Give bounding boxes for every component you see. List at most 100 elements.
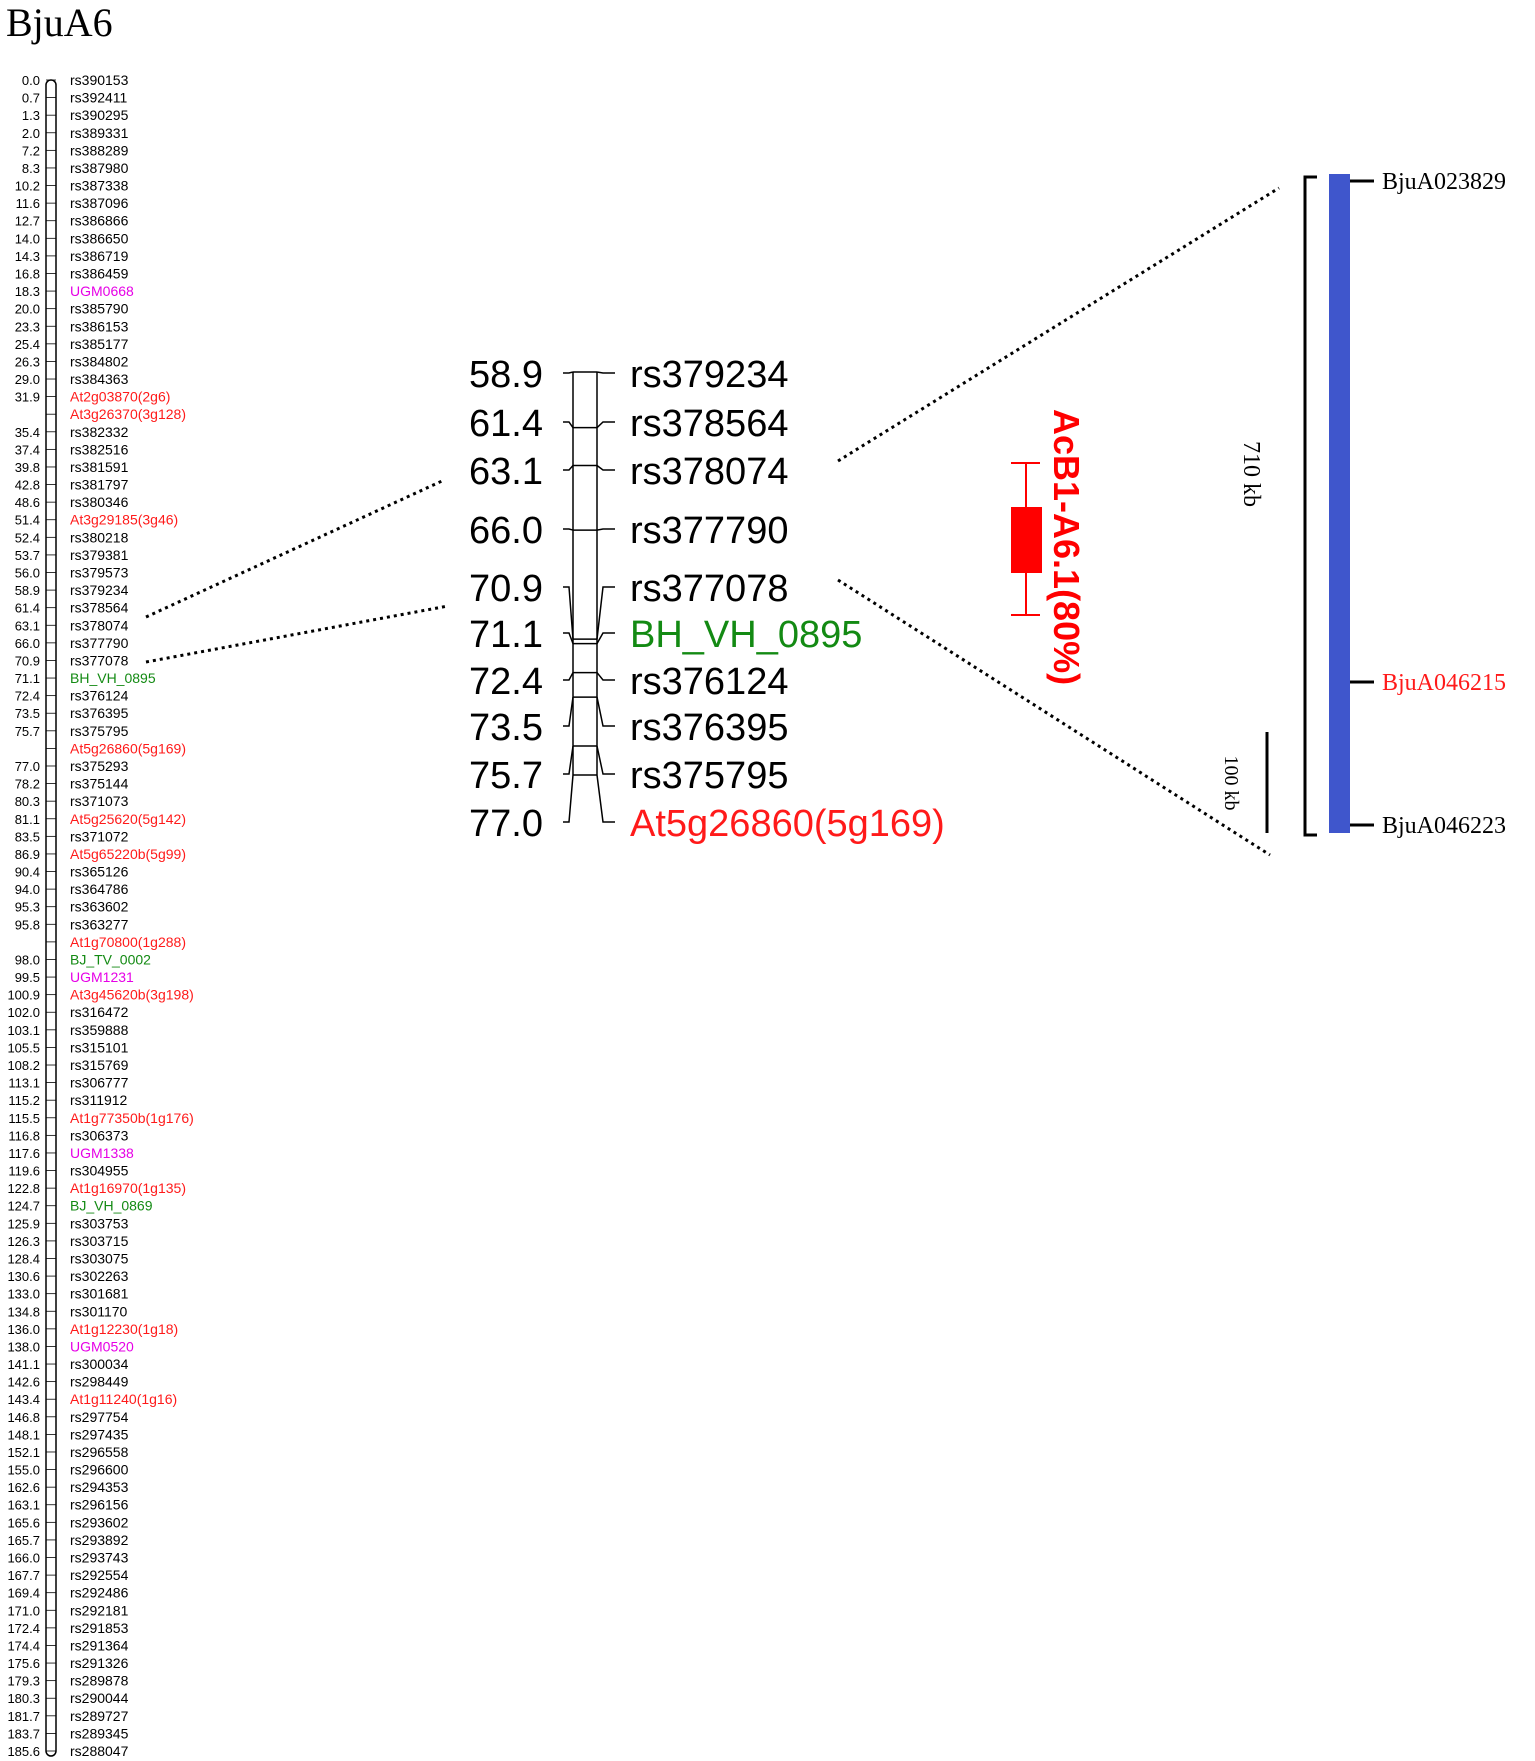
full-map-position: 0.7: [22, 91, 40, 106]
zoom-position: 72.4: [469, 661, 543, 703]
full-map-position: 86.9: [15, 847, 40, 862]
full-map-position: 124.7: [7, 1199, 40, 1214]
zoom-marker: rs376124: [630, 661, 788, 703]
full-map-position: 141.1: [7, 1357, 40, 1372]
full-map-marker: rs375795: [70, 723, 129, 739]
full-map-position: 90.4: [15, 865, 40, 880]
full-map-position: 0.0: [22, 73, 40, 88]
zoom-position: 63.1: [469, 451, 543, 493]
full-map-marker: rs300034: [70, 1356, 129, 1372]
full-map-marker: rs289345: [70, 1725, 129, 1741]
full-map-position: 143.4: [7, 1392, 40, 1407]
zoom-position: 61.4: [469, 403, 543, 445]
full-map-position: 103.1: [7, 1023, 40, 1038]
full-map-position: 26.3: [15, 354, 40, 369]
full-map-position: 181.7: [7, 1709, 40, 1724]
chromosome-title: BjuA6: [6, 0, 113, 45]
full-map-position: 95.3: [15, 900, 40, 915]
zoom-position: 77.0: [469, 803, 543, 845]
full-map-position: 81.1: [15, 812, 40, 827]
full-map-marker: rs359888: [70, 1022, 129, 1038]
zoom-left-leader: [563, 371, 574, 374]
full-map-marker: rs386650: [70, 230, 129, 246]
full-map-position: 18.3: [15, 284, 40, 299]
full-map-marker: rs379573: [70, 565, 129, 581]
full-map-marker: BJ_VH_0869: [70, 1198, 153, 1214]
zoomed-map-ticks: [563, 371, 615, 823]
qtl-interval: AcB1-A6.1(80%): [1011, 409, 1087, 685]
full-map-marker: rs297435: [70, 1426, 129, 1442]
full-map-marker: rs387980: [70, 160, 129, 176]
full-map-position: 14.0: [15, 231, 40, 246]
full-map-position: 12.7: [15, 214, 40, 229]
full-map-marker: rs301170: [70, 1303, 128, 1319]
full-map-marker: rs306373: [70, 1127, 129, 1143]
full-map-marker: rs365126: [70, 864, 129, 880]
gene-labels: BjuA023829 BjuA046215 BjuA046223: [1350, 169, 1506, 839]
full-map-marker: rs381797: [70, 477, 129, 493]
zoom-right-leader: [596, 421, 615, 429]
full-map-marker: rs297754: [70, 1409, 129, 1425]
full-linkage-map: 0.0 0.7 1.3 2.0 7.2 8.3 10.2 11.6 12.7 14.0 14.3 16…: [7, 72, 193, 1759]
full-map-position: 11.6: [16, 196, 40, 211]
zoom-position: 71.1: [469, 614, 543, 656]
full-map-marker: rs293602: [70, 1514, 129, 1530]
full-map-position: 98.0: [15, 952, 40, 967]
full-map-position: 134.8: [7, 1304, 40, 1319]
full-map-marker: rs388289: [70, 142, 129, 158]
full-map-marker: rs292181: [70, 1602, 129, 1618]
full-map-position: 14.3: [15, 249, 40, 264]
full-map-position: 78.2: [15, 777, 40, 792]
full-map-marker: rs384802: [70, 353, 129, 369]
full-map-position: 185.6: [7, 1744, 40, 1759]
zoom-left-leader: [563, 528, 574, 531]
full-map-marker: rs387096: [70, 195, 129, 211]
full-map-marker: rs293892: [70, 1532, 129, 1548]
full-map-marker: rs315101: [70, 1039, 129, 1055]
gene-label: BjuA023829: [1382, 169, 1506, 195]
full-map-position: 113.1: [8, 1076, 40, 1091]
full-map-position: 25.4: [15, 337, 40, 352]
full-map-position: 7.2: [22, 143, 40, 158]
full-map-marker: rs291853: [70, 1620, 129, 1636]
full-map-position: 115.5: [8, 1111, 40, 1126]
zoom-right-leader: [596, 774, 615, 823]
gene-label: BjuA046215: [1382, 670, 1506, 696]
full-map-marker: rs301681: [70, 1286, 129, 1302]
full-map-position: 175.6: [7, 1656, 40, 1671]
zoom-marker: rs376395: [630, 707, 788, 749]
full-map-marker: rs375144: [70, 776, 129, 792]
zoom-left-leader: [563, 632, 574, 644]
zoom-right-leader: [596, 672, 615, 681]
zoom-marker: rs379234: [630, 354, 788, 396]
zoom-position: 70.9: [469, 568, 543, 610]
full-map-position: 29.0: [15, 372, 40, 387]
full-map-marker: rs378564: [70, 600, 129, 616]
full-map-marker: At1g11240(1g16): [70, 1391, 177, 1407]
full-map-marker: rs387338: [70, 178, 129, 194]
zoom-left-leader: [563, 672, 574, 681]
full-map-marker: rs380218: [70, 529, 129, 545]
full-map-position: 75.7: [15, 724, 40, 739]
zoom-marker: rs377078: [630, 568, 788, 610]
zoomed-linkage-map: 58.9 61.4 63.1 66.0 70.971.1 72.473.5 75.7 77.0…: [469, 354, 945, 845]
full-map-marker: rs386719: [70, 248, 129, 264]
full-map-marker: rs288047: [70, 1743, 129, 1759]
qtl-label: AcB1-A6.1(80%): [1046, 409, 1087, 685]
full-map-position: 115.2: [8, 1093, 40, 1108]
zoom-right-leader: [596, 464, 615, 471]
full-map-position: 180.3: [7, 1691, 40, 1706]
full-map-position: 122.8: [7, 1181, 40, 1196]
full-map-marker: rs379234: [70, 582, 129, 598]
full-map-position: 73.5: [15, 706, 40, 721]
zoomed-map-positions: 58.9 61.4 63.1 66.0 70.971.1 72.473.5 75.7 77.0: [469, 354, 543, 845]
full-map-position: 58.9: [15, 583, 40, 598]
full-map-marker: rs296558: [70, 1444, 129, 1460]
full-map-marker: rs303753: [70, 1215, 129, 1231]
connector-full-to-zoom-top: [145, 479, 443, 619]
zoom-left-leader: [563, 745, 574, 775]
zoom-left-leader: [563, 421, 574, 429]
full-map-marker: At2g03870(2g6): [70, 389, 170, 405]
full-map-marker: rs291364: [70, 1637, 129, 1653]
